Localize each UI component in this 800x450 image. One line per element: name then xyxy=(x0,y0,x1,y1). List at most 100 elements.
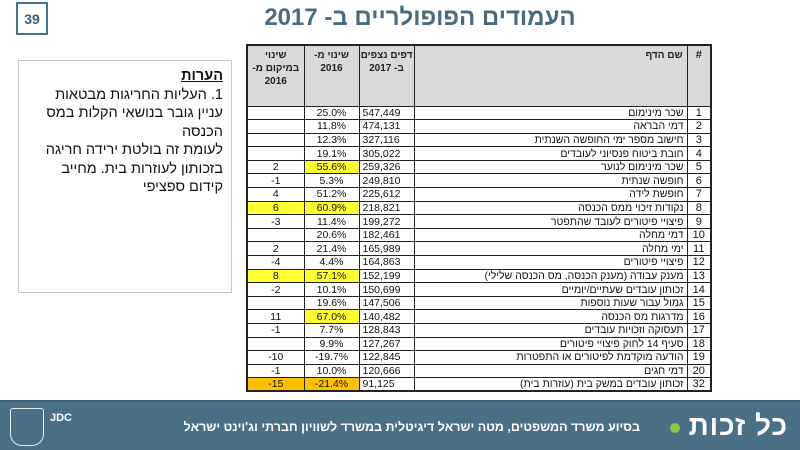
cell-name: סעיף 14 לחוק פיצויי פיטורים xyxy=(413,336,688,352)
table-row: 2 21.4% 165,989 ימי מחלה 11 xyxy=(246,241,712,257)
cell-rank-change: 2 xyxy=(246,241,305,257)
table-row: -1 10.0% 120,666 דמי חגים 20 xyxy=(246,363,712,379)
cell-views: 305,022 xyxy=(358,146,415,161)
cell-num: 7 xyxy=(686,187,712,202)
cell-name: נקודות זיכוי ממס הכנסה xyxy=(413,200,688,216)
cell-rank-change: -3 xyxy=(246,214,305,229)
cell-rank-change: -4 xyxy=(246,255,305,270)
cell-views: 164,863 xyxy=(358,255,415,270)
cell-name: גמול עבור שעות נוספות xyxy=(413,295,688,311)
table-row: 9.9% 127,267 סעיף 14 לחוק פיצויי פיטורים 18 xyxy=(246,336,712,352)
cell-views: 152,199 xyxy=(358,268,415,284)
header-views: דפים נצפים ב- 2017 xyxy=(358,44,415,107)
cell-name: דמי חגים xyxy=(413,363,688,379)
cell-name: פיצויי פיטורים xyxy=(413,255,688,270)
cell-name: ימי מחלה xyxy=(413,241,688,257)
cell-change: 57.1% xyxy=(303,268,360,284)
cell-change: 60.9% xyxy=(303,200,360,216)
table-row: 4 51.2% 225,612 חופשת לידה 7 xyxy=(246,187,712,202)
cell-views: 122,845 xyxy=(358,350,415,365)
notes-box: הערות 1. העליות החריגות מבטאות עניין גוב… xyxy=(18,60,232,293)
cell-num: 12 xyxy=(686,255,712,270)
cell-name: חישוב מספר ימי החופשה השנתית xyxy=(413,132,688,148)
cell-change: 10.1% xyxy=(303,282,360,297)
cell-views: 225,612 xyxy=(358,187,415,202)
cell-rank-change xyxy=(246,336,305,352)
cell-name: מדרגות מס הכנסה xyxy=(413,309,688,324)
cell-change: 11.8% xyxy=(303,119,360,134)
cell-name: דמי מחלה xyxy=(413,227,688,243)
cell-num: 17 xyxy=(686,323,712,338)
cell-num: 14 xyxy=(686,282,712,297)
cell-name: חופשת לידה xyxy=(413,187,688,202)
cell-change: 7.7% xyxy=(303,323,360,338)
table-row: -3 11.4% 199,272 פיצויי פיטורים לעובד שהתפט… xyxy=(246,214,712,229)
cell-num: 32 xyxy=(686,377,712,392)
cell-views: 547,449 xyxy=(358,105,415,121)
slide-number: 39 xyxy=(16,2,48,35)
table-row: 20.6% 182,461 דמי מחלה 10 xyxy=(246,227,712,243)
cell-rank-change: 6 xyxy=(246,200,305,216)
kol-zchut-logo: כל זכות xyxy=(669,410,788,442)
cell-views: 327,116 xyxy=(358,132,415,148)
table-row: -10 -19.7% 122,845 הודעה מוקדמת לפיטורים או… xyxy=(246,350,712,365)
jdc-logo: JDC xyxy=(50,412,73,424)
cell-num: 11 xyxy=(686,241,712,257)
cell-change: 21.4% xyxy=(303,241,360,257)
cell-num: 1 xyxy=(686,105,712,121)
notes-line: לעומת זה בולטת ירידה חריגה בזכותון לעוזר… xyxy=(45,142,223,195)
header-rank-change: שינוי במיקום מ- 2016 xyxy=(246,44,305,107)
cell-num: 18 xyxy=(686,336,712,352)
cell-change: 4.4% xyxy=(303,255,360,270)
footer-text: בסיוע משרד המשפטים, מטה ישראל דיגיטלית ב… xyxy=(183,420,640,434)
cell-num: 8 xyxy=(686,200,712,216)
cell-num: 3 xyxy=(686,132,712,148)
cell-rank-change xyxy=(246,105,305,121)
cell-rank-change: 8 xyxy=(246,268,305,284)
cell-rank-change xyxy=(246,227,305,243)
cell-name: מענק עבודה (מענק הכנסה, מס הכנסה שלילי) xyxy=(413,268,688,284)
cell-name: הודעה מוקדמת לפיטורים או התפטרות xyxy=(413,350,688,365)
cell-num: 20 xyxy=(686,363,712,379)
cell-name: שכר מינימום לנוער xyxy=(413,159,688,175)
cell-change: 19.1% xyxy=(303,146,360,161)
cell-name: חופשה שנתית xyxy=(413,173,688,189)
cell-change: 9.9% xyxy=(303,336,360,352)
notes-line: 1. העליות החריגות מבטאות עניין גובר בנוש… xyxy=(46,86,223,140)
cell-num: 13 xyxy=(686,268,712,284)
cell-name: זכותון עובדים שעתיים/יומיים xyxy=(413,282,688,297)
notes-heading: הערות xyxy=(181,68,223,84)
state-emblem-icon xyxy=(10,408,44,446)
cell-views: 218,821 xyxy=(358,200,415,216)
cell-views: 128,843 xyxy=(358,323,415,338)
cell-change: 19.6% xyxy=(303,295,360,311)
cell-views: 199,272 xyxy=(358,214,415,229)
cell-views: 147,506 xyxy=(358,295,415,311)
cell-rank-change: -1 xyxy=(246,323,305,338)
cell-rank-change: 11 xyxy=(246,309,305,324)
cell-rank-change xyxy=(246,132,305,148)
cell-views: 165,989 xyxy=(358,241,415,257)
cell-name: דמי הבראה xyxy=(413,119,688,134)
cell-views: 474,131 xyxy=(358,119,415,134)
cell-rank-change xyxy=(246,295,305,311)
table-row: -1 5.3% 249,810 חופשה שנתית 6 xyxy=(246,173,712,189)
cell-change: 10.0% xyxy=(303,363,360,379)
cell-name: זכותון עובדים במשק בית (עוזרות בית) xyxy=(413,377,688,392)
table-row: 6 60.9% 218,821 נקודות זיכוי ממס הכנסה 8 xyxy=(246,200,712,216)
cell-views: 150,699 xyxy=(358,282,415,297)
table-row: 19.6% 147,506 גמול עבור שעות נוספות 15 xyxy=(246,295,712,311)
footer-bar: JDC כל זכות בסיוע משרד המשפטים, מטה ישרא… xyxy=(0,400,800,450)
table-row: 2 55.6% 259,326 שכר מינימום לנוער 5 xyxy=(246,159,712,175)
cell-change: 25.0% xyxy=(303,105,360,121)
cell-change: 55.6% xyxy=(303,159,360,175)
table-row: -2 10.1% 150,699 זכותון עובדים שעתיים/יומיי… xyxy=(246,282,712,297)
cell-change: 51.2% xyxy=(303,187,360,202)
cell-views: 249,810 xyxy=(358,173,415,189)
table-row: -1 7.7% 128,843 תעסוקה וזכויות עובדים 17 xyxy=(246,323,712,338)
cell-rank-change: -2 xyxy=(246,282,305,297)
cell-change: 12.3% xyxy=(303,132,360,148)
cell-rank-change: -15 xyxy=(246,377,305,392)
cell-rank-change: -1 xyxy=(246,173,305,189)
cell-views: 140,482 xyxy=(358,309,415,324)
